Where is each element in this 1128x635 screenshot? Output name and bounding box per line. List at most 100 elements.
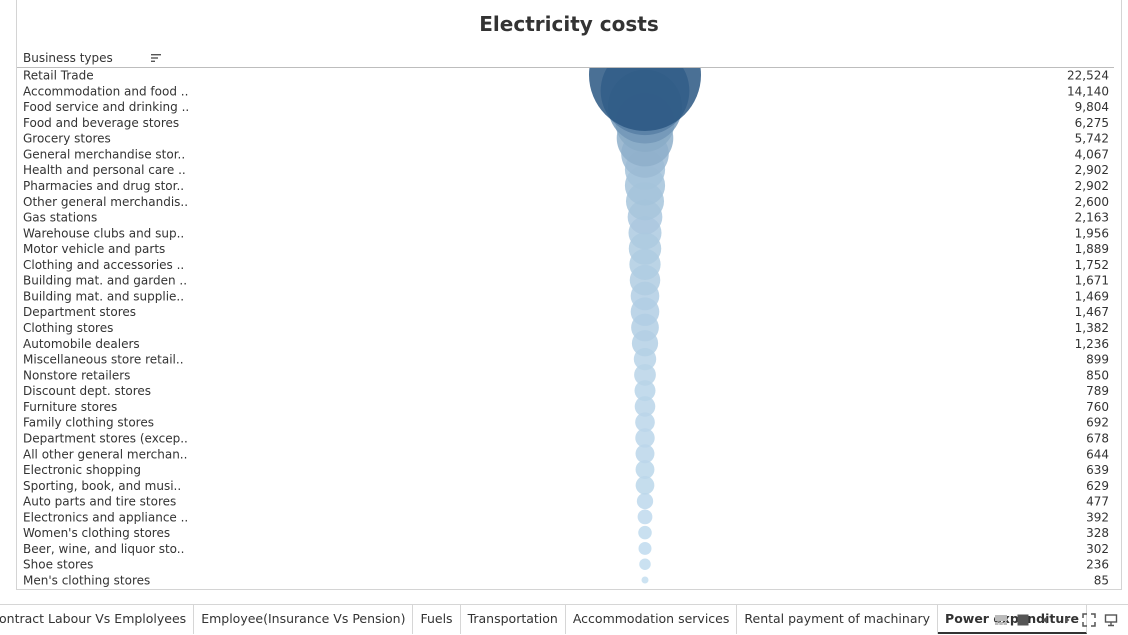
- next-sheet-icon[interactable]: [1056, 609, 1078, 631]
- row-label[interactable]: Motor vehicle and parts: [23, 242, 165, 256]
- value-label: 1,469: [1075, 289, 1109, 303]
- row-label[interactable]: Other general merchandis..: [23, 195, 188, 209]
- sheet-tab[interactable]: Transportation: [461, 605, 566, 634]
- sheet-tab[interactable]: Accommodation services: [566, 605, 738, 634]
- sort-descending-icon[interactable]: [150, 52, 162, 64]
- row-label[interactable]: Department stores: [23, 305, 136, 319]
- filmstrip-icon[interactable]: [1012, 609, 1034, 631]
- row-label[interactable]: Furniture stores: [23, 400, 117, 414]
- value-label: 1,752: [1075, 258, 1109, 272]
- sheet-tabs: ontract Labour Vs Emplolyees Employee(Ins…: [0, 605, 1087, 635]
- viz-area: Electricity costs Business types Retail …: [16, 0, 1122, 590]
- bubble-mark[interactable]: [641, 576, 649, 584]
- value-label: 1,889: [1075, 242, 1109, 256]
- value-label: 1,382: [1075, 321, 1109, 335]
- value-label: 644: [1086, 447, 1109, 461]
- value-label: 899: [1086, 353, 1109, 367]
- value-label: 850: [1086, 368, 1109, 382]
- value-label: 5,742: [1075, 132, 1109, 146]
- value-label: 678: [1086, 431, 1109, 445]
- bubble-mark[interactable]: [635, 444, 655, 464]
- value-label: 1,467: [1075, 305, 1109, 319]
- bubble-mark[interactable]: [637, 509, 653, 525]
- value-label: 9,804: [1075, 100, 1109, 114]
- sheet-controls: [990, 605, 1122, 635]
- bubble-mark[interactable]: [636, 492, 654, 510]
- row-label[interactable]: Retail Trade: [23, 69, 94, 83]
- row-label[interactable]: Food and beverage stores: [23, 116, 179, 130]
- value-label: 4,067: [1075, 147, 1109, 161]
- value-label: 2,902: [1075, 179, 1109, 193]
- bubble-mark[interactable]: [638, 525, 652, 540]
- row-label[interactable]: Building mat. and supplie..: [23, 289, 184, 303]
- bubble-mark[interactable]: [634, 396, 656, 417]
- value-label: 789: [1086, 384, 1109, 398]
- bubble-mark[interactable]: [638, 541, 652, 555]
- value-label: 477: [1086, 495, 1109, 509]
- sheet-tab-bar: ontract Labour Vs Emplolyees Employee(Ins…: [0, 604, 1128, 634]
- row-label[interactable]: Discount dept. stores: [23, 384, 151, 398]
- row-field-header[interactable]: Business types: [23, 51, 113, 65]
- row-label[interactable]: Clothing stores: [23, 321, 113, 335]
- value-label: 85: [1094, 574, 1109, 588]
- value-label: 629: [1086, 479, 1109, 493]
- row-label[interactable]: Women's clothing stores: [23, 526, 170, 540]
- row-label[interactable]: Family clothing stores: [23, 416, 154, 430]
- value-label: 1,236: [1075, 337, 1109, 351]
- row-label[interactable]: Warehouse clubs and sup..: [23, 226, 184, 240]
- value-label: 2,163: [1075, 211, 1109, 225]
- value-label: 2,902: [1075, 163, 1109, 177]
- bubble-mark[interactable]: [635, 412, 655, 433]
- sheet-tab[interactable]: Fuels: [413, 605, 461, 634]
- bubble-mark[interactable]: [634, 363, 656, 386]
- row-label[interactable]: All other general merchan..: [23, 447, 187, 461]
- prev-sheet-icon[interactable]: [1034, 609, 1056, 631]
- row-label[interactable]: Nonstore retailers: [23, 368, 130, 382]
- row-label[interactable]: General merchandise stor..: [23, 147, 185, 161]
- bubble-mark[interactable]: [639, 558, 651, 570]
- value-label: 1,956: [1075, 226, 1109, 240]
- row-label[interactable]: Electronic shopping: [23, 463, 141, 477]
- value-label: 392: [1086, 510, 1109, 524]
- value-label: 236: [1086, 558, 1109, 572]
- value-label: 22,524: [1067, 69, 1109, 83]
- row-label[interactable]: Sporting, book, and musi..: [23, 479, 181, 493]
- grid-view-icon[interactable]: [990, 609, 1012, 631]
- bubble-mark[interactable]: [589, 19, 701, 131]
- sheet-tab[interactable]: Employee(Insurance Vs Pension): [194, 605, 414, 634]
- bubble-mark[interactable]: [635, 460, 655, 479]
- value-label: 692: [1086, 416, 1109, 430]
- row-label[interactable]: Automobile dealers: [23, 337, 140, 351]
- value-label: 760: [1086, 400, 1109, 414]
- bubble-mark[interactable]: [635, 475, 655, 495]
- row-label[interactable]: Electronics and appliance ..: [23, 510, 188, 524]
- row-label[interactable]: Food service and drinking ..: [23, 100, 189, 114]
- value-label: 6,275: [1075, 116, 1109, 130]
- value-label: 14,140: [1067, 84, 1109, 98]
- row-label[interactable]: Grocery stores: [23, 132, 111, 146]
- value-label: 639: [1086, 463, 1109, 477]
- row-label[interactable]: Health and personal care ..: [23, 163, 186, 177]
- header-divider: [17, 67, 1114, 68]
- sheet-tab[interactable]: ontract Labour Vs Emplolyees: [0, 605, 195, 634]
- row-label[interactable]: Pharmacies and drug stor..: [23, 179, 184, 193]
- row-label[interactable]: Shoe stores: [23, 558, 93, 572]
- presentation-icon[interactable]: [1100, 609, 1122, 631]
- value-label: 1,671: [1075, 274, 1109, 288]
- row-label[interactable]: Building mat. and garden ..: [23, 274, 187, 288]
- row-label[interactable]: Gas stations: [23, 211, 97, 225]
- fullscreen-icon[interactable]: [1078, 609, 1100, 631]
- row-label[interactable]: Auto parts and tire stores: [23, 495, 176, 509]
- row-label[interactable]: Clothing and accessories ..: [23, 258, 184, 272]
- row-label[interactable]: Men's clothing stores: [23, 574, 150, 588]
- row-label[interactable]: Department stores (excep..: [23, 431, 188, 445]
- row-label[interactable]: Miscellaneous store retail..: [23, 353, 184, 367]
- bubble-chart: Retail Trade 22,524 Accommodation and food…: [23, 19, 1109, 588]
- chart-title: Electricity costs: [479, 12, 659, 36]
- sheet-tab[interactable]: Rental payment of machinary: [737, 605, 939, 634]
- value-label: 328: [1086, 526, 1109, 540]
- row-label[interactable]: Beer, wine, and liquor sto..: [23, 542, 184, 556]
- bubble-mark[interactable]: [635, 428, 655, 448]
- bubble-mark[interactable]: [634, 380, 656, 402]
- row-label[interactable]: Accommodation and food ..: [23, 84, 188, 98]
